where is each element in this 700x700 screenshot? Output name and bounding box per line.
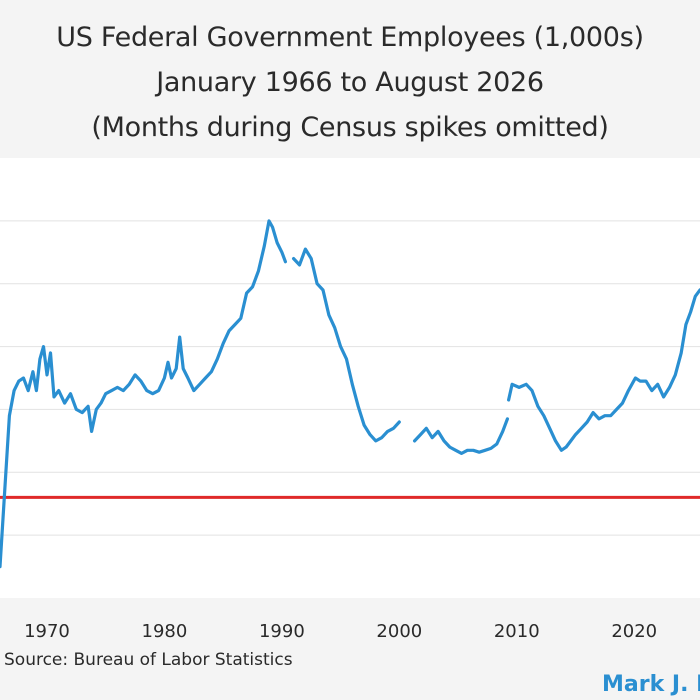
chart-title: US Federal Government Employees (1,000s)	[56, 22, 644, 53]
x-tick-label-1970: 1970	[24, 621, 70, 642]
series-line-segment-1	[292, 247, 401, 443]
gridlines	[0, 220, 700, 536]
x-tick-label-1990: 1990	[259, 621, 305, 642]
series-line-segment-0	[0, 219, 287, 569]
chart-note: (Months during Census spikes omitted)	[91, 112, 609, 143]
x-tick-label-1980: 1980	[142, 621, 188, 642]
chart-subtitle: January 1966 to August 2026	[156, 67, 544, 98]
source-note: Source: Bureau of Labor Statistics	[4, 650, 293, 670]
x-tick-label-2020: 2020	[611, 621, 657, 642]
series-lines	[0, 219, 700, 569]
x-tick-label-2010: 2010	[494, 621, 540, 642]
x-axis: 1970 1980 1990 2000 2010 2020	[24, 621, 657, 642]
plot-area	[0, 158, 700, 598]
x-tick-label-2000: 2000	[376, 621, 422, 642]
line-chart	[0, 219, 700, 569]
series-line-segment-3	[507, 288, 700, 452]
series-line-segment-2	[413, 417, 509, 455]
chart-title-block: US Federal Government Employees (1,000s)…	[0, 0, 700, 158]
author-credit: Mark J. P	[602, 672, 700, 697]
